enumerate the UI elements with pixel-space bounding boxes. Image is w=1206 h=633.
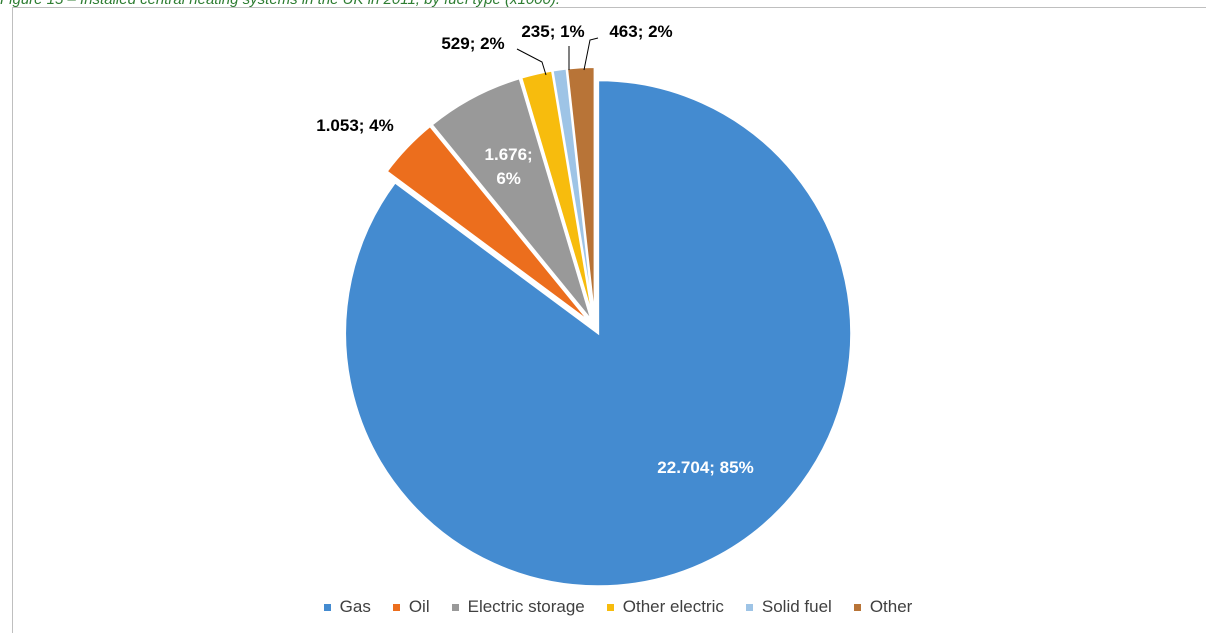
legend-label: Other electric (622, 597, 724, 616)
pie-slice-gas (344, 79, 853, 588)
leader-line-other (583, 37, 599, 71)
legend-item-oil: Oil (392, 597, 430, 617)
figure-caption: Figure 15 – Installed central heating sy… (0, 0, 560, 9)
legend-label: Electric storage (467, 597, 585, 616)
legend-label: Solid fuel (761, 597, 832, 616)
legend-item-other: Other (853, 597, 913, 617)
pie-slice-electric-storage (430, 77, 593, 322)
legend-item-other-electric: Other electric (606, 597, 724, 617)
legend-item-gas: Gas (323, 597, 371, 617)
pie-slice-oil (385, 124, 591, 323)
legend-label: Gas (339, 597, 371, 616)
legend-label: Oil (408, 597, 430, 616)
legend-swatch (392, 603, 400, 611)
legend-swatch (745, 603, 753, 611)
legend-swatch (323, 603, 331, 611)
legend-swatch (853, 603, 861, 611)
legend-label: Other (869, 597, 913, 616)
data-label-solid-fuel: 235; 1% (521, 22, 584, 41)
data-label-gas: 22.704; 85% (657, 458, 753, 477)
legend-swatch (451, 603, 459, 611)
legend-swatch (606, 603, 614, 611)
leader-line-other-electric (516, 48, 547, 76)
legend-item-electric-storage: Electric storage (451, 597, 585, 617)
pie-slices (344, 66, 853, 588)
data-label-electric-storage: 1.676; 6% (485, 145, 533, 188)
data-label-oil: 1.053; 4% (316, 116, 394, 135)
data-labels: 22.704; 85% 1.053; 4% 1.676; 6% 529; 2% 235; … (316, 22, 753, 477)
data-label-other-electric: 529; 2% (441, 34, 504, 53)
chart-legend: Gas Oil Electric storage Other electric Soli… (0, 592, 1206, 622)
legend-item-solid-fuel: Solid fuel (745, 597, 832, 617)
leader-lines (516, 37, 599, 76)
chart-frame (12, 7, 1206, 633)
data-label-other: 463; 2% (609, 22, 672, 41)
pie-slice-other (565, 66, 596, 321)
